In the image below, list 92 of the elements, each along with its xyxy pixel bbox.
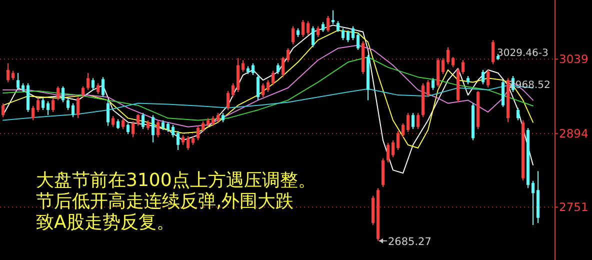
y-tick-label: 3039	[559, 52, 588, 66]
candlestick	[76, 96, 80, 119]
candlestick	[486, 69, 490, 88]
candlestick	[502, 80, 504, 108]
candlestick	[162, 120, 164, 130]
candlestick	[346, 30, 350, 43]
candlestick	[272, 70, 274, 86]
candlestick	[196, 125, 200, 141]
candlestick	[12, 70, 14, 81]
candlestick	[216, 112, 220, 123]
candlestick	[2, 102, 4, 118]
candlestick	[392, 140, 394, 158]
candlestick	[396, 130, 400, 151]
candlestick	[446, 46, 450, 65]
candlestick	[452, 56, 454, 68]
annotation: 致A股走势反复。	[36, 212, 174, 233]
candlestick	[462, 60, 464, 74]
candlestick	[126, 122, 130, 135]
candlestick	[232, 82, 234, 98]
candlestick	[386, 142, 390, 163]
candlestick	[306, 20, 310, 36]
candlestick	[72, 102, 74, 118]
candlestick	[262, 82, 264, 98]
candlestick	[176, 130, 180, 151]
annotation: 2685.27	[388, 236, 432, 248]
candlestick	[286, 48, 290, 63]
candlestick	[276, 62, 280, 74]
candlestick	[212, 116, 214, 126]
candlestick	[326, 15, 330, 32]
candlestick	[256, 74, 260, 101]
candlestick	[182, 134, 184, 146]
candlestick	[142, 112, 144, 130]
candlestick	[426, 80, 430, 98]
candlestick	[242, 60, 244, 72]
candlestick	[492, 40, 494, 65]
candlestick	[166, 122, 170, 133]
candlestick	[442, 58, 444, 74]
candlestick	[482, 69, 484, 85]
candlestick	[282, 56, 284, 78]
candlestick	[316, 26, 320, 38]
candlestick	[146, 120, 150, 130]
candlestick	[342, 28, 344, 41]
candlestick	[266, 80, 270, 92]
y-tick-label: 2894	[559, 126, 588, 141]
candlestick	[62, 86, 64, 103]
candlestick	[86, 72, 90, 90]
candlestick	[416, 112, 420, 130]
candlestick	[332, 10, 334, 25]
candlestick	[112, 116, 114, 128]
candlestick	[16, 72, 20, 90]
candlestick	[412, 112, 414, 130]
candlestick	[432, 78, 434, 90]
candlestick	[92, 78, 94, 90]
candlestick	[66, 98, 70, 110]
candlestick	[252, 62, 254, 76]
candlestick	[226, 90, 230, 110]
candlestick	[222, 112, 224, 123]
candlestick	[116, 118, 120, 130]
candlestick	[336, 20, 340, 32]
candlestick	[56, 86, 60, 101]
candlestick	[402, 122, 404, 138]
candlestick	[52, 98, 54, 113]
candlestick	[152, 114, 154, 143]
candlestick	[292, 26, 294, 45]
candlestick	[32, 105, 34, 121]
candlestick	[186, 136, 190, 151]
candlestick	[516, 107, 520, 121]
candlestick	[46, 100, 50, 116]
annotation: 大盘节前在3100点上方遇压调整。	[36, 170, 316, 191]
candlestick	[136, 114, 140, 126]
candlestick	[406, 112, 410, 133]
candlestick	[96, 82, 100, 95]
y-tick-label: 2751	[559, 200, 588, 214]
candlestick	[6, 62, 10, 83]
candlestick	[312, 26, 314, 48]
candlestick	[36, 98, 40, 113]
candlestick	[42, 98, 44, 110]
annotation: 3029.46-3	[497, 48, 548, 59]
candlestick	[302, 20, 304, 38]
candlestick	[156, 120, 160, 138]
candlestick	[322, 22, 324, 32]
candlestick	[132, 120, 134, 138]
candlestick	[102, 76, 104, 98]
candlestick	[532, 180, 534, 226]
candlestick	[172, 124, 174, 138]
candlestick	[202, 120, 204, 133]
annotation: 节后低开高走连续反弹,外围大跌	[36, 191, 294, 212]
candlestick	[356, 32, 360, 50]
candlestick	[106, 100, 110, 126]
candlestick	[82, 86, 84, 98]
candlestick	[352, 26, 354, 41]
candlestick	[122, 118, 124, 130]
